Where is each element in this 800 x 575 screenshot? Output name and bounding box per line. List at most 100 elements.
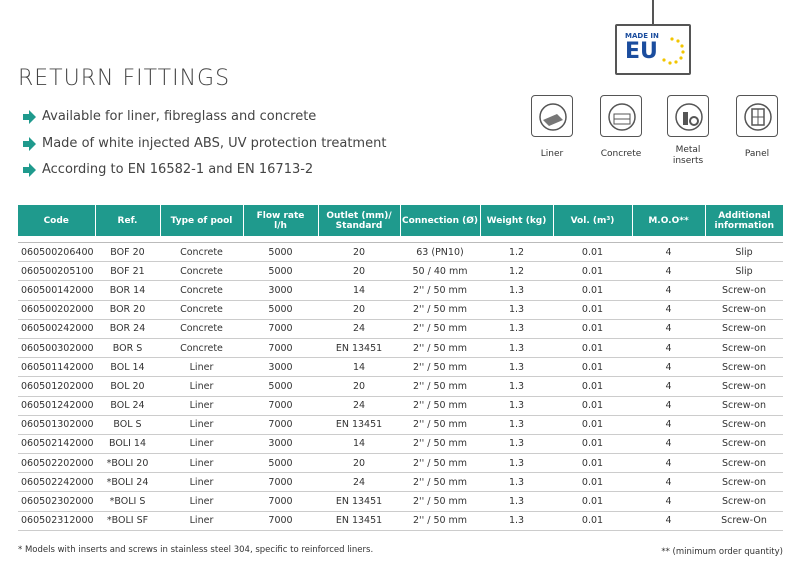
table-cell: EN 13451: [318, 491, 400, 512]
table-cell: Liner: [160, 491, 243, 512]
icon-label: Liner: [540, 149, 564, 159]
table-cell: 1.3: [480, 376, 553, 397]
table-cell: 4: [632, 357, 705, 378]
arrow-icon: [23, 109, 36, 124]
table-cell: Screw-on: [705, 300, 783, 320]
table-cell: Liner: [160, 453, 243, 474]
table-cell: 2'' / 50 mm: [400, 396, 480, 416]
icon-art: [607, 103, 636, 131]
table-cell: 7000: [243, 319, 318, 339]
table-row: 060500202000 BOR 20 Concrete 5000 20 2'' / 50…: [18, 300, 783, 320]
table-cell: 1.3: [480, 300, 553, 320]
table-cell: 060502312000: [18, 511, 95, 531]
table-row: 060501302000 BOL S Liner 7000 EN 13451 2'' / …: [18, 415, 783, 435]
table-cell: EN 13451: [318, 338, 400, 359]
table-row: 060502142000 BOLI 14 Liner 3000 14 2'' / 50 m…: [18, 434, 783, 455]
table-row: 060500142000 BOR 14 Concrete 3000 14 2'' / 50…: [18, 280, 783, 301]
table-cell: Screw-on: [705, 491, 783, 512]
bullet-text: Available for liner, fibreglass and conc…: [42, 109, 317, 124]
table-cell: 2'' / 50 mm: [400, 376, 480, 397]
table-row: 060501242000 BOL 24 Liner 7000 24 2'' / 50 mm…: [18, 396, 783, 416]
table-cell: 060501242000: [18, 396, 95, 416]
table-cell: 060502242000: [18, 472, 95, 493]
table-cell: 7000: [243, 472, 318, 493]
table-cell: BOR 20: [95, 300, 160, 320]
table-cell: *BOLI 20: [95, 453, 160, 474]
header-row: Code Ref. Type of pool Flow rate l/h Outlet …: [18, 205, 783, 236]
table-cell: 060500302000: [18, 338, 95, 359]
column-header: Outlet (mm)/ Standard: [317, 205, 400, 236]
column-header: Additional information: [704, 205, 783, 236]
table-cell: 20: [318, 376, 400, 397]
table-cell: 0.01: [553, 338, 632, 359]
table-cell: BOR 24: [95, 319, 160, 339]
made-in-badge: MADE IN EU: [615, 24, 691, 75]
eu-stars: [662, 37, 685, 65]
table-cell: Liner: [160, 472, 243, 493]
table-cell: Concrete: [160, 261, 243, 282]
table-cell: 0.01: [553, 376, 632, 397]
table-cell: 4: [632, 453, 705, 474]
bullet: Available for liner, fibreglass and conc…: [22, 109, 316, 124]
column-header: Code: [18, 205, 95, 236]
table-cell: 060501302000: [18, 415, 95, 435]
table-cell: 1.3: [480, 415, 553, 435]
table-cell: 2'' / 50 mm: [400, 511, 480, 531]
table-cell: 0.01: [553, 319, 632, 339]
table-cell: 0.01: [553, 453, 632, 474]
icon-liner: Liner: [522, 95, 582, 160]
table-cell: 0.01: [553, 242, 632, 263]
table-row: 060501202000 BOL 20 Liner 5000 20 2'' / 50 mm…: [18, 376, 783, 397]
table-cell: 4: [632, 242, 705, 263]
table-cell: 14: [318, 357, 400, 378]
icon-art: [743, 103, 772, 131]
table-cell: 2'' / 50 mm: [400, 357, 480, 378]
table-cell: Screw-on: [705, 396, 783, 416]
table-row: 060500206400 BOF 20 Concrete 5000 20 63 (PN10…: [18, 242, 783, 263]
icon-concrete: Concrete: [591, 95, 651, 160]
table-cell: Liner: [160, 376, 243, 397]
table-cell: BOF 21: [95, 261, 160, 282]
arrow-icon: [23, 162, 36, 177]
title: RETURN FITTINGS: [18, 66, 231, 91]
table-cell: 24: [318, 472, 400, 493]
table-cell: EN 13451: [318, 415, 400, 435]
icon-art: [538, 103, 567, 131]
table-cell: BOL 24: [95, 396, 160, 416]
table-cell: Screw-on: [705, 280, 783, 301]
table-cell: 4: [632, 511, 705, 531]
column-header: Type of pool: [159, 205, 243, 236]
table-cell: Liner: [160, 396, 243, 416]
table-cell: 5000: [243, 242, 318, 263]
table-cell: 2'' / 50 mm: [400, 300, 480, 320]
table-cell: 3000: [243, 280, 318, 301]
table-cell: BOR S: [95, 338, 160, 359]
table-cell: 63 (PN10): [400, 242, 480, 263]
table-cell: 1.3: [480, 280, 553, 301]
table-cell: 0.01: [553, 415, 632, 435]
gap-cell: [18, 236, 783, 243]
table-cell: 50 / 40 mm: [400, 261, 480, 282]
table-cell: Screw-on: [705, 319, 783, 339]
table-cell: 2'' / 50 mm: [400, 434, 480, 455]
bullet-text: Made of white injected ABS, UV protectio…: [42, 136, 387, 151]
table-cell: 5000: [243, 453, 318, 474]
icon-art: [674, 103, 703, 131]
table-cell: EN 13451: [318, 511, 400, 531]
table-cell: 060500206400: [18, 242, 95, 263]
table-cell: 1.2: [480, 242, 553, 263]
table-row: 060502242000 *BOLI 24 Liner 7000 24 2'' / 50 …: [18, 472, 783, 493]
table-cell: 060502202000: [18, 453, 95, 474]
icon-panel: Panel: [727, 95, 787, 160]
table-cell: 4: [632, 491, 705, 512]
table-cell: 060500242000: [18, 319, 95, 339]
table-cell: 0.01: [553, 357, 632, 378]
table-cell: 060501142000: [18, 357, 95, 378]
table-cell: Concrete: [160, 242, 243, 263]
table-cell: 3000: [243, 434, 318, 455]
table-cell: 1.3: [480, 338, 553, 359]
table-cell: Liner: [160, 511, 243, 531]
table-cell: 0.01: [553, 472, 632, 493]
table-cell: BOF 20: [95, 242, 160, 263]
table-cell: 1.3: [480, 319, 553, 339]
